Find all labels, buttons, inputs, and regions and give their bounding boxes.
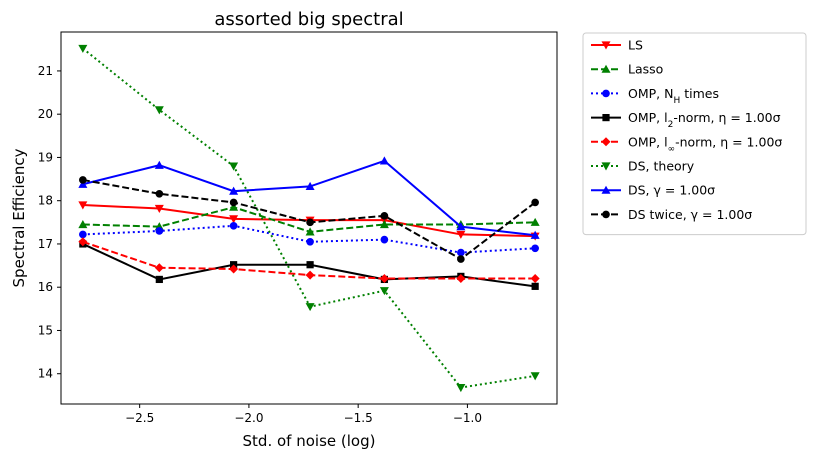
data-point (305, 303, 315, 312)
data-point (531, 244, 539, 253)
chart-title: assorted big spectral (214, 9, 403, 30)
data-point (79, 230, 87, 239)
data-point (155, 275, 163, 284)
data-point (456, 222, 466, 231)
data-point (305, 181, 315, 191)
legend-swatch-marker (601, 64, 611, 73)
data-point (380, 235, 389, 244)
data-point (530, 372, 540, 381)
legend-label: OMP, NH times (628, 86, 719, 106)
data-point (78, 44, 88, 53)
legend-item: OMP, l∞-norm, η = 1.00σ (591, 134, 782, 154)
data-point (154, 160, 164, 169)
legend-swatch-marker (601, 185, 611, 194)
legend-item: DS, theory (591, 159, 695, 174)
data-point (229, 198, 238, 207)
y-tick-label: 21 (38, 64, 53, 78)
data-point (305, 270, 315, 280)
data-point (530, 217, 540, 226)
data-point (229, 202, 239, 211)
legend-item: OMP, l2-norm, η = 1.00σ (591, 110, 781, 130)
data-point (78, 237, 88, 247)
data-point (78, 219, 88, 229)
data-point (229, 221, 238, 230)
legend-swatch-marker (601, 137, 611, 147)
y-tick-label: 18 (38, 194, 53, 208)
data-point (78, 201, 88, 210)
y-tick-label: 19 (38, 150, 53, 164)
data-point (379, 156, 389, 165)
legend-item: DS twice, γ = 1.00σ (591, 207, 752, 222)
data-point (531, 282, 539, 290)
legend-swatch-marker (602, 210, 610, 219)
data-point (229, 215, 239, 224)
series-7 (78, 156, 540, 239)
legend-item: LS (591, 38, 643, 53)
data-point (306, 237, 314, 246)
legend-swatch-marker (602, 89, 610, 98)
data-point (457, 248, 465, 257)
legend-label: OMP, l∞-norm, η = 1.00σ (628, 134, 782, 154)
legend-box (582, 32, 807, 236)
data-point (305, 227, 315, 236)
data-point (154, 263, 164, 273)
x-tick-label: −1.0 (453, 411, 482, 425)
y-tick-label: 16 (38, 280, 53, 294)
plot-frame (60, 31, 558, 405)
series-3 (79, 221, 539, 257)
data-point (78, 179, 88, 188)
data-point (229, 264, 239, 274)
data-point (229, 162, 239, 171)
legend-label: LS (628, 38, 643, 53)
legend-item: OMP, NH times (591, 86, 719, 106)
data-point (155, 227, 164, 235)
y-tick-label: 20 (38, 107, 53, 121)
data-point (79, 176, 87, 184)
series-6 (78, 44, 540, 393)
legend-label: OMP, l2-norm, η = 1.00σ (628, 110, 781, 130)
x-tick-label: −2.5 (125, 411, 154, 425)
x-axis-label: Std. of noise (log) (243, 432, 376, 450)
series-5 (78, 237, 540, 284)
y-tick-label: 17 (38, 237, 53, 251)
legend-swatch-marker (602, 114, 610, 122)
legend: LS Lasso OMP, NH times OMP, l2-norm, η = 1.… (582, 32, 807, 236)
data-point (457, 255, 465, 263)
legend-swatch-marker (601, 162, 611, 171)
series-8 (79, 176, 539, 263)
data-point (306, 261, 314, 269)
data-point (379, 274, 389, 284)
data-point (154, 204, 164, 213)
legend-item: Lasso (591, 62, 663, 77)
data-point (456, 383, 466, 393)
legend-item: DS, γ = 1.00σ (591, 183, 715, 198)
legend-swatch-marker (601, 41, 611, 50)
data-point (306, 218, 314, 227)
data-point (379, 219, 389, 229)
data-point (380, 212, 389, 220)
y-tick-label: 15 (38, 323, 53, 337)
data-point (379, 287, 389, 296)
data-point (530, 230, 540, 239)
plot-area (78, 44, 540, 393)
data-point (155, 189, 164, 198)
data-point (530, 274, 540, 284)
data-point (456, 230, 466, 239)
y-tick-label: 14 (38, 367, 53, 381)
data-point (531, 198, 539, 207)
x-tick-label: −2.0 (234, 411, 263, 425)
legend-label: DS, theory (628, 159, 695, 174)
legend-label: DS, γ = 1.00σ (628, 183, 715, 198)
legend-label: Lasso (628, 62, 663, 77)
x-tick-label: −1.5 (344, 411, 373, 425)
axes: −2.5 −2.0 −1.5 −1.0 14 15 16 17 18 19 20 21 (38, 31, 558, 425)
data-point (154, 106, 164, 115)
data-point (456, 274, 466, 284)
y-axis-label: Spectral Efficiency (10, 148, 28, 287)
data-point (229, 186, 239, 195)
legend-label: DS twice, γ = 1.00σ (628, 207, 752, 222)
